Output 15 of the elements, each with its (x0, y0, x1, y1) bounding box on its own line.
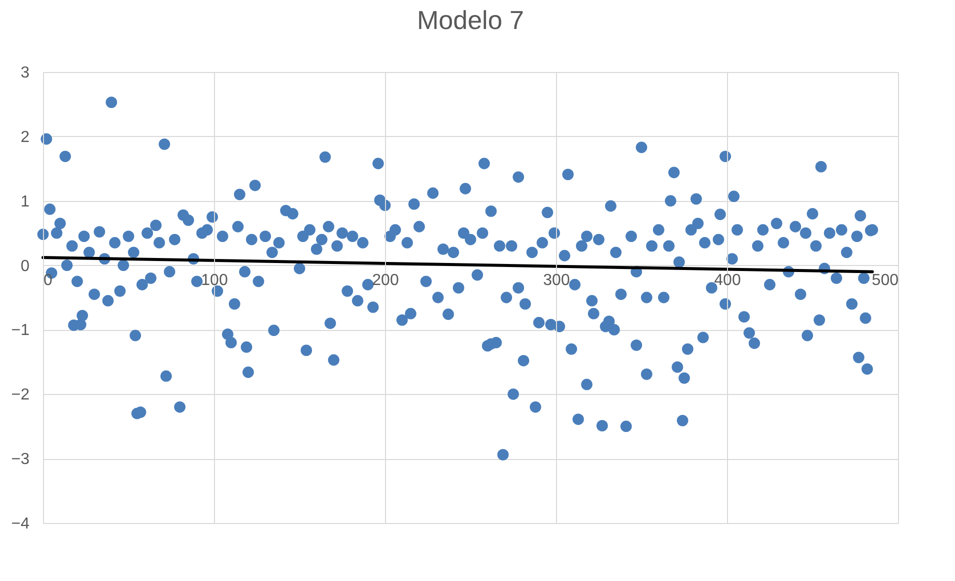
y-tick-label: 1 (20, 193, 30, 210)
chart-title: Modelo 7 (417, 5, 524, 35)
y-tick-label: −3 (11, 451, 30, 468)
y-tick-label: −2 (11, 386, 30, 404)
y-tick-label: 3 (20, 64, 30, 82)
x-tick-label: 400 (714, 272, 741, 289)
x-tick-label: 200 (372, 272, 399, 289)
y-tick-label: −1 (11, 322, 30, 340)
x-tick-label: 100 (201, 272, 228, 289)
x-tick-label: 500 (872, 272, 899, 289)
y-tick-label: 2 (20, 128, 30, 146)
y-tick-label: 0 (20, 258, 30, 275)
x-tick-label: 0 (44, 272, 52, 289)
y-tick-label: −4 (11, 516, 30, 532)
x-tick-label: 300 (543, 272, 570, 289)
